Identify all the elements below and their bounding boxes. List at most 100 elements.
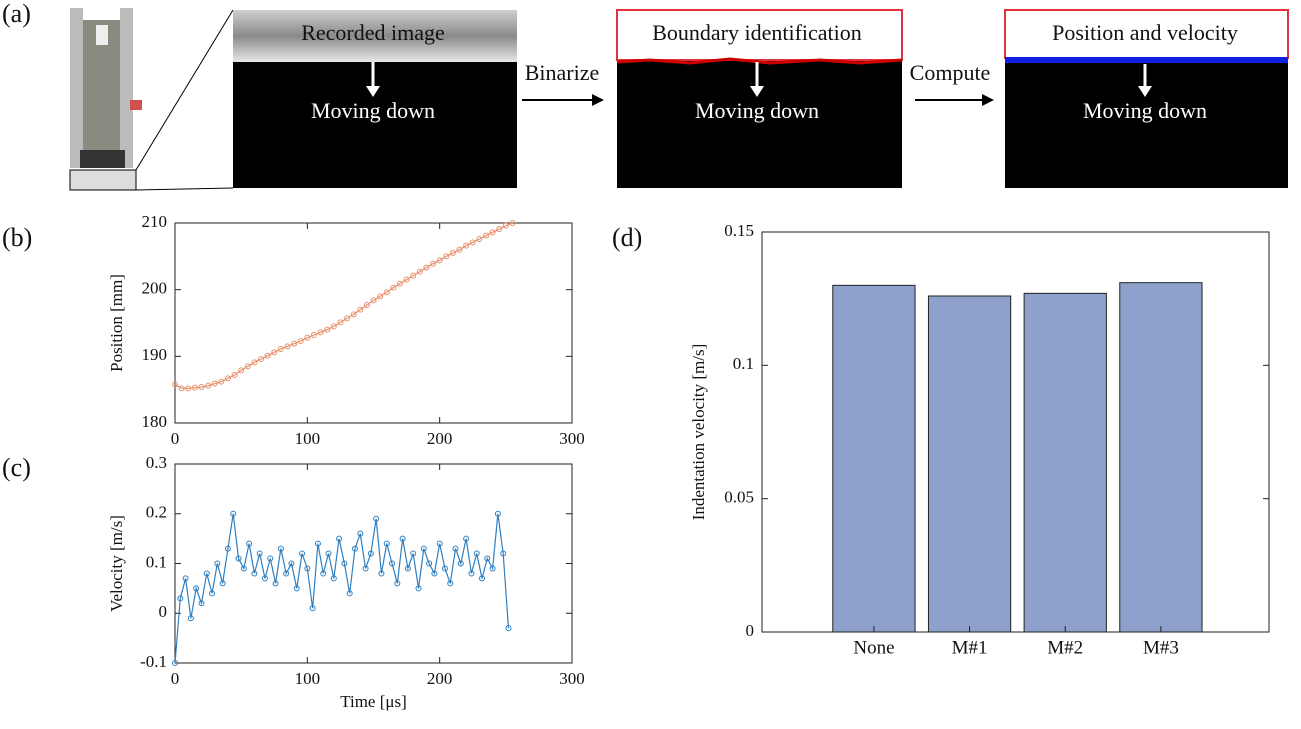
panel-label: (c) [2, 453, 31, 482]
data-point [357, 306, 364, 313]
data-point [394, 580, 401, 587]
data-point [172, 381, 178, 388]
data-point [214, 560, 221, 567]
y-tick-label: 0.1 [733, 354, 754, 373]
y-tick-label: 0.2 [146, 503, 167, 522]
data-point [205, 382, 212, 389]
x-tick-label: 300 [559, 669, 585, 688]
data-point [264, 352, 271, 359]
data-point [362, 565, 369, 572]
data-point [463, 535, 470, 542]
data-point [390, 284, 397, 291]
data-point [344, 315, 351, 322]
data-point [317, 329, 324, 336]
y-tick-label: 0.1 [146, 552, 167, 571]
x-tick-label: M#1 [952, 637, 988, 658]
axes-box [174, 222, 573, 424]
data-point [370, 297, 377, 304]
data-point [309, 605, 316, 612]
data-point [403, 276, 410, 283]
data-point [436, 540, 443, 547]
data-point [378, 570, 385, 577]
data-point [185, 385, 192, 392]
image-title: Boundary identification [652, 20, 862, 45]
data-point [500, 550, 507, 557]
data-point [277, 545, 284, 552]
x-tick-label: 100 [295, 429, 321, 448]
data-point [351, 545, 358, 552]
data-point [219, 580, 226, 587]
step-label: Compute [910, 60, 991, 85]
data-point [479, 575, 486, 582]
x-tick-label: 300 [559, 429, 585, 448]
data-point [494, 510, 501, 517]
data-point [441, 565, 448, 572]
data-point [258, 356, 265, 362]
x-tick-label: M#2 [1047, 637, 1083, 658]
data-point [231, 372, 238, 378]
image-title: Recorded image [301, 20, 445, 45]
data-point [235, 555, 242, 562]
data-point [436, 257, 443, 264]
y-axis-label: Position [mm] [107, 274, 126, 372]
data-point [325, 550, 332, 557]
data-point [251, 570, 258, 577]
data-point [426, 560, 433, 567]
data-point [246, 540, 253, 547]
recorded-image [233, 10, 517, 188]
data-point [256, 550, 263, 557]
y-tick-label: 200 [142, 279, 168, 298]
data-point [363, 302, 370, 308]
data-point [224, 545, 231, 552]
data-point [469, 239, 476, 246]
data-point [416, 268, 423, 275]
image-caption: Moving down [1083, 98, 1207, 123]
data-point [502, 222, 509, 229]
x-axis-label: Time [μs] [340, 692, 407, 711]
data-point [341, 560, 348, 567]
data-point [324, 326, 331, 333]
data-point [404, 565, 411, 572]
data-point [396, 280, 403, 287]
data-point [447, 580, 454, 587]
data-point [431, 570, 438, 577]
data-point [457, 560, 464, 567]
data-point [209, 590, 216, 597]
data-point [304, 565, 311, 572]
data-point [489, 565, 496, 572]
data-point [177, 595, 184, 602]
x-tick-label: None [853, 637, 894, 658]
y-tick-label: 180 [142, 412, 168, 431]
data-point [203, 570, 210, 577]
data-point [293, 585, 300, 592]
y-tick-label: -0.1 [140, 652, 167, 671]
data-point [182, 575, 189, 582]
data-point [357, 530, 364, 537]
data-point [267, 555, 274, 562]
data-point [330, 575, 337, 582]
data-point [198, 384, 205, 390]
data-point [218, 378, 225, 385]
data-point [463, 242, 470, 249]
data-point [284, 343, 291, 350]
data-point [468, 570, 475, 577]
result-image [1004, 9, 1289, 188]
data-point [350, 311, 357, 318]
data-point [449, 250, 456, 256]
data-point [389, 560, 396, 567]
x-tick-label: M#3 [1143, 637, 1179, 658]
y-tick-label: 0.3 [146, 453, 167, 472]
data-point [244, 363, 251, 370]
data-point [304, 334, 311, 341]
data-point [297, 338, 304, 344]
data-point [509, 220, 516, 226]
data-point [452, 545, 459, 552]
data-point [271, 349, 278, 356]
panel-label: (a) [2, 0, 31, 28]
data-point [443, 253, 450, 260]
data-point [505, 625, 512, 632]
data-point [415, 585, 422, 592]
data-point [456, 246, 463, 253]
data-point [193, 585, 200, 592]
